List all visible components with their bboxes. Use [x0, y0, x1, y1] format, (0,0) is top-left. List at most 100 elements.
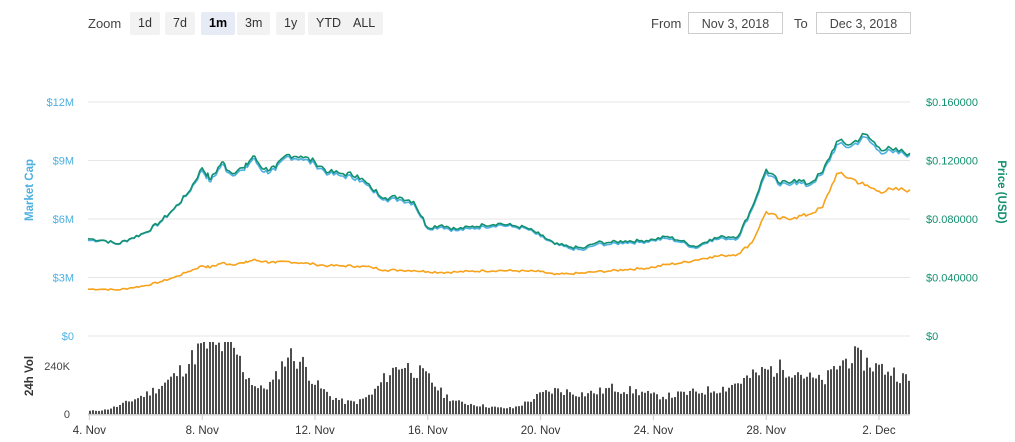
volume-bar — [299, 361, 301, 414]
volume-bar — [407, 363, 409, 414]
right-axis-tick: $0.160000 — [926, 97, 978, 109]
volume-bar — [887, 371, 889, 414]
zoom-button-all[interactable]: ALL — [345, 12, 384, 35]
volume-bar — [734, 383, 736, 414]
volume-bar — [257, 388, 259, 414]
series-lines — [87, 132, 911, 291]
volume-bar — [608, 387, 610, 414]
volume-bar — [161, 385, 163, 414]
zoom-button-3m[interactable]: 3m — [237, 12, 271, 35]
volume-bar — [107, 409, 109, 414]
zoom-button-1d[interactable]: 1d — [130, 12, 160, 35]
volume-bar — [260, 385, 262, 414]
volume-bar — [194, 364, 196, 414]
volume-bar — [701, 392, 703, 414]
volume-bar — [539, 392, 541, 414]
volume-bar — [467, 405, 469, 414]
volume-bar — [101, 410, 103, 414]
volume-bar — [872, 371, 874, 414]
volume-bar — [401, 368, 403, 414]
volume-bar — [131, 401, 133, 414]
volume-bar — [494, 406, 496, 414]
volume-bar — [683, 391, 685, 414]
volume-bar — [305, 366, 307, 414]
series-line-1 — [87, 135, 911, 251]
volume-bar — [899, 383, 901, 414]
volume-bar — [677, 391, 679, 414]
from-date-input[interactable]: Nov 3, 2018 — [688, 12, 783, 34]
volume-bar — [251, 385, 253, 414]
volume-bar — [848, 368, 850, 414]
volume-bar — [173, 373, 175, 414]
volume-bar — [794, 375, 796, 414]
to-date-input[interactable]: Dec 3, 2018 — [816, 12, 911, 34]
volume-bar — [698, 393, 700, 414]
volume-bar — [188, 364, 190, 414]
volume-bar — [845, 358, 847, 414]
volume-bar — [410, 372, 412, 414]
volume-bar — [119, 404, 121, 414]
volume-bar — [548, 391, 550, 414]
volume-bar — [461, 401, 463, 414]
volume-bar — [185, 373, 187, 414]
x-tick-label: 8. Nov — [186, 425, 219, 437]
chart-toolbar: Zoom 1d 7d 1m 3m 1y YTD ALL From Nov 3, … — [0, 0, 1015, 46]
volume-bar — [98, 410, 100, 414]
volume-bar — [365, 397, 367, 414]
volume-bar — [836, 369, 838, 414]
volume-bar — [434, 386, 436, 414]
volume-bar — [350, 400, 352, 414]
volume-bar — [569, 392, 571, 414]
x-tick-label: 12. Nov — [295, 425, 335, 437]
volume-bar — [854, 346, 856, 414]
volume-bar — [662, 396, 664, 414]
volume-bar — [647, 390, 649, 414]
to-label: To — [794, 16, 808, 31]
volume-bar — [386, 381, 388, 414]
volume-bar — [752, 369, 754, 414]
volume-bar — [767, 369, 769, 414]
volume-bar — [146, 391, 148, 414]
volume-bar — [842, 360, 844, 414]
volume-bar — [515, 406, 517, 414]
volume-bar — [137, 398, 139, 414]
volume-bar — [806, 376, 808, 414]
volume-bar — [272, 379, 274, 414]
zoom-button-1y[interactable]: 1y — [276, 12, 306, 35]
volume-bar — [893, 367, 895, 414]
volume-bar — [167, 379, 169, 414]
zoom-button-1m[interactable]: 1m — [201, 12, 236, 35]
volume-bar — [491, 406, 493, 414]
volume-bar — [755, 372, 757, 414]
volume-bar — [566, 389, 568, 414]
volume-bar — [572, 394, 574, 414]
volume-bar — [122, 402, 124, 414]
zoom-button-7d[interactable]: 7d — [165, 12, 195, 35]
volume-bar — [455, 400, 457, 414]
volume-bar — [347, 400, 349, 414]
volume-bar — [659, 399, 661, 414]
series-line-2 — [87, 132, 911, 250]
volume-bar — [227, 342, 229, 414]
volume-bar — [128, 401, 130, 414]
volume-bar — [95, 410, 97, 414]
volume-bar — [170, 376, 172, 414]
volume-bar — [203, 342, 205, 414]
volume-axis-tick: 240K — [44, 361, 70, 373]
left-axis-tick: $3M — [53, 273, 74, 285]
volume-bar — [473, 405, 475, 414]
volume-bar — [743, 377, 745, 414]
volume-bar — [212, 342, 214, 414]
volume-bar — [737, 383, 739, 414]
volume-bar — [149, 395, 151, 414]
volume-axis-title: 24h Vol — [24, 356, 36, 396]
volume-bar — [278, 379, 280, 414]
volume-bar — [500, 407, 502, 414]
volume-bar — [263, 388, 265, 414]
volume-bar — [902, 373, 904, 414]
volume-bar — [800, 374, 802, 414]
x-tick-label: 2. Dec — [862, 425, 895, 437]
volume-bar — [596, 394, 598, 414]
zoom-button-ytd[interactable]: YTD — [308, 12, 349, 35]
volume-bar — [362, 398, 364, 414]
